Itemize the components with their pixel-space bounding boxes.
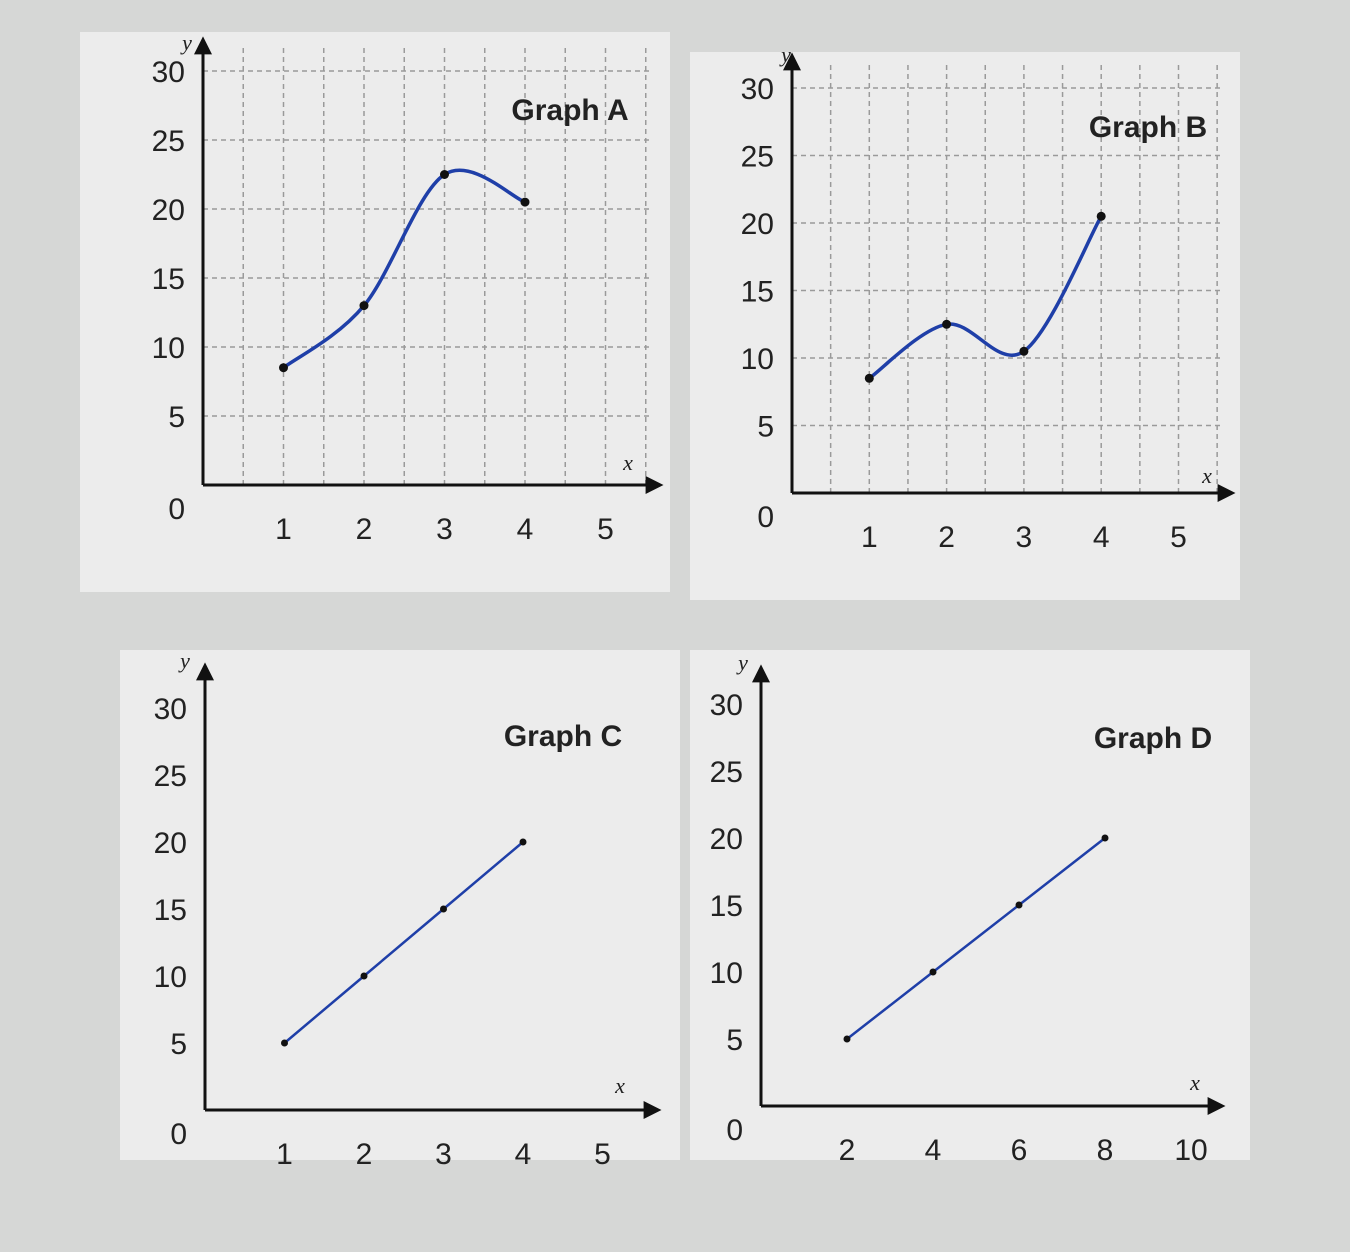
graph-d-x-tick-label: 4 <box>925 1134 942 1167</box>
graph-c-data-point <box>360 972 368 980</box>
graph-c-y-axis-label: y <box>178 648 190 673</box>
graph-d-y-tick-label: 5 <box>726 1024 743 1057</box>
graph-a-y-tick-label: 25 <box>152 125 185 158</box>
graph-c: 0 5 10 15 20 25 30 1 2 3 4 5 x y Graph C <box>120 648 680 1171</box>
graph-c-y-tick-label: 25 <box>154 760 187 793</box>
graph-a-y-tick-label: 15 <box>152 263 185 296</box>
graph-d-y-tick-label: 15 <box>710 890 743 923</box>
graph-a-x-tick-label: 4 <box>517 513 534 546</box>
graph-a-y-tick-label: 5 <box>168 401 185 434</box>
graph-d-data-point <box>1015 901 1023 909</box>
graph-b-data-point <box>1096 211 1106 221</box>
graph-a-x-tick-label: 2 <box>356 513 373 546</box>
graph-d-y-tick-label: 10 <box>710 957 743 990</box>
graph-b-x-axis-label: x <box>1201 463 1212 488</box>
graph-c-y-tick-label: 20 <box>154 827 187 860</box>
graph-c-y-tick-label: 0 <box>170 1118 187 1151</box>
graph-b-x-tick-label: 1 <box>861 521 878 554</box>
graph-d-y-tick-label: 0 <box>726 1114 743 1147</box>
graph-c-y-tick-label: 5 <box>170 1028 187 1061</box>
graph-a-y-axis-label: y <box>180 30 192 55</box>
graph-a-y-tick-label: 30 <box>152 56 185 89</box>
graph-d-data-point <box>1101 834 1109 842</box>
graph-b-y-tick-label: 5 <box>757 411 774 444</box>
graph-b-data-point <box>1019 346 1029 356</box>
graph-c-y-tick-label: 15 <box>154 894 187 927</box>
graph-c-x-tick-label: 4 <box>515 1138 532 1171</box>
graph-b-panel <box>690 52 1240 600</box>
graph-b-title: Graph B <box>1089 111 1207 144</box>
graph-a-x-axis-label: x <box>622 450 633 475</box>
graph-b-y-tick-label: 20 <box>741 208 774 241</box>
graph-c-data-point <box>281 1039 288 1047</box>
graph-b-x-tick-label: 2 <box>938 521 955 554</box>
graph-c-data-point <box>440 905 447 913</box>
graph-a-x-tick-label: 3 <box>436 513 453 546</box>
graph-a-title: Graph A <box>511 94 628 127</box>
graph-b-data-point <box>942 319 952 329</box>
graph-c-x-tick-label: 3 <box>435 1138 452 1171</box>
graph-a-data-point <box>440 170 449 179</box>
graph-b-x-tick-label: 3 <box>1016 521 1033 554</box>
graph-b: 0 5 10 15 20 25 30 1 2 3 4 5 x y Graph B <box>690 42 1240 600</box>
graph-b-y-tick-label: 15 <box>741 276 774 309</box>
graph-a-y-tick-label: 0 <box>168 493 185 526</box>
graph-a-series-line <box>281 168 527 370</box>
graph-a-x-tick-label: 1 <box>275 513 292 546</box>
graph-d: 0 5 10 15 20 25 30 2 4 6 8 10 x y Graph D <box>690 650 1250 1167</box>
graph-d-y-axis-label: y <box>736 650 748 675</box>
graph-d-panel <box>690 650 1250 1160</box>
graph-b-y-tick-label: 10 <box>741 343 774 376</box>
graph-b-y-tick-label: 0 <box>757 501 774 534</box>
graph-d-x-tick-label: 8 <box>1097 1134 1114 1167</box>
graph-a-data-point <box>520 197 530 207</box>
graph-a-x-tick-label: 5 <box>597 513 614 546</box>
graph-d-data-point <box>843 1035 851 1043</box>
graph-c-x-tick-label: 2 <box>356 1138 373 1171</box>
graph-c-panel <box>120 650 680 1160</box>
graph-c-data-point <box>519 838 527 846</box>
graph-c-title: Graph C <box>504 720 622 753</box>
graph-d-x-tick-label: 6 <box>1011 1134 1028 1167</box>
graph-c-y-tick-label: 10 <box>154 961 187 994</box>
graph-d-data-point <box>929 968 937 976</box>
graph-d-series-line <box>845 836 1107 1041</box>
graph-a-y-tick-label: 20 <box>152 194 185 227</box>
graph-d-x-axis-label: x <box>1189 1070 1200 1095</box>
graph-a-panel <box>80 32 670 592</box>
graph-b-y-tick-label: 25 <box>741 141 774 174</box>
graph-d-x-tick-label: 2 <box>839 1134 856 1167</box>
graph-c-x-tick-label: 5 <box>594 1138 611 1171</box>
graph-a-data-point <box>279 363 288 373</box>
graph-a-data-point <box>359 301 369 311</box>
graph-c-x-tick-label: 1 <box>276 1138 293 1171</box>
graph-a: 0 5 10 15 20 25 30 1 2 3 4 5 x y Graph A <box>80 30 670 592</box>
graph-b-x-tick-label: 4 <box>1093 521 1110 554</box>
graph-d-x-tick-label: 10 <box>1174 1134 1207 1167</box>
graph-c-series-line <box>283 840 525 1045</box>
graph-c-x-axis-label: x <box>614 1073 625 1098</box>
graph-b-grid <box>792 64 1224 493</box>
graph-d-title: Graph D <box>1094 722 1212 755</box>
graph-d-y-tick-label: 20 <box>710 823 743 856</box>
graph-b-y-axis-label: y <box>779 42 791 67</box>
graph-a-y-tick-label: 10 <box>152 332 185 365</box>
graph-d-y-tick-label: 30 <box>710 689 743 722</box>
graph-b-series-line <box>867 214 1103 381</box>
graph-b-data-point <box>864 373 874 383</box>
graph-a-grid <box>203 48 652 485</box>
graph-d-y-tick-label: 25 <box>710 756 743 789</box>
graph-b-x-tick-label: 5 <box>1170 521 1187 554</box>
graph-b-y-tick-label: 30 <box>741 73 774 106</box>
graph-c-y-tick-label: 30 <box>154 693 187 726</box>
